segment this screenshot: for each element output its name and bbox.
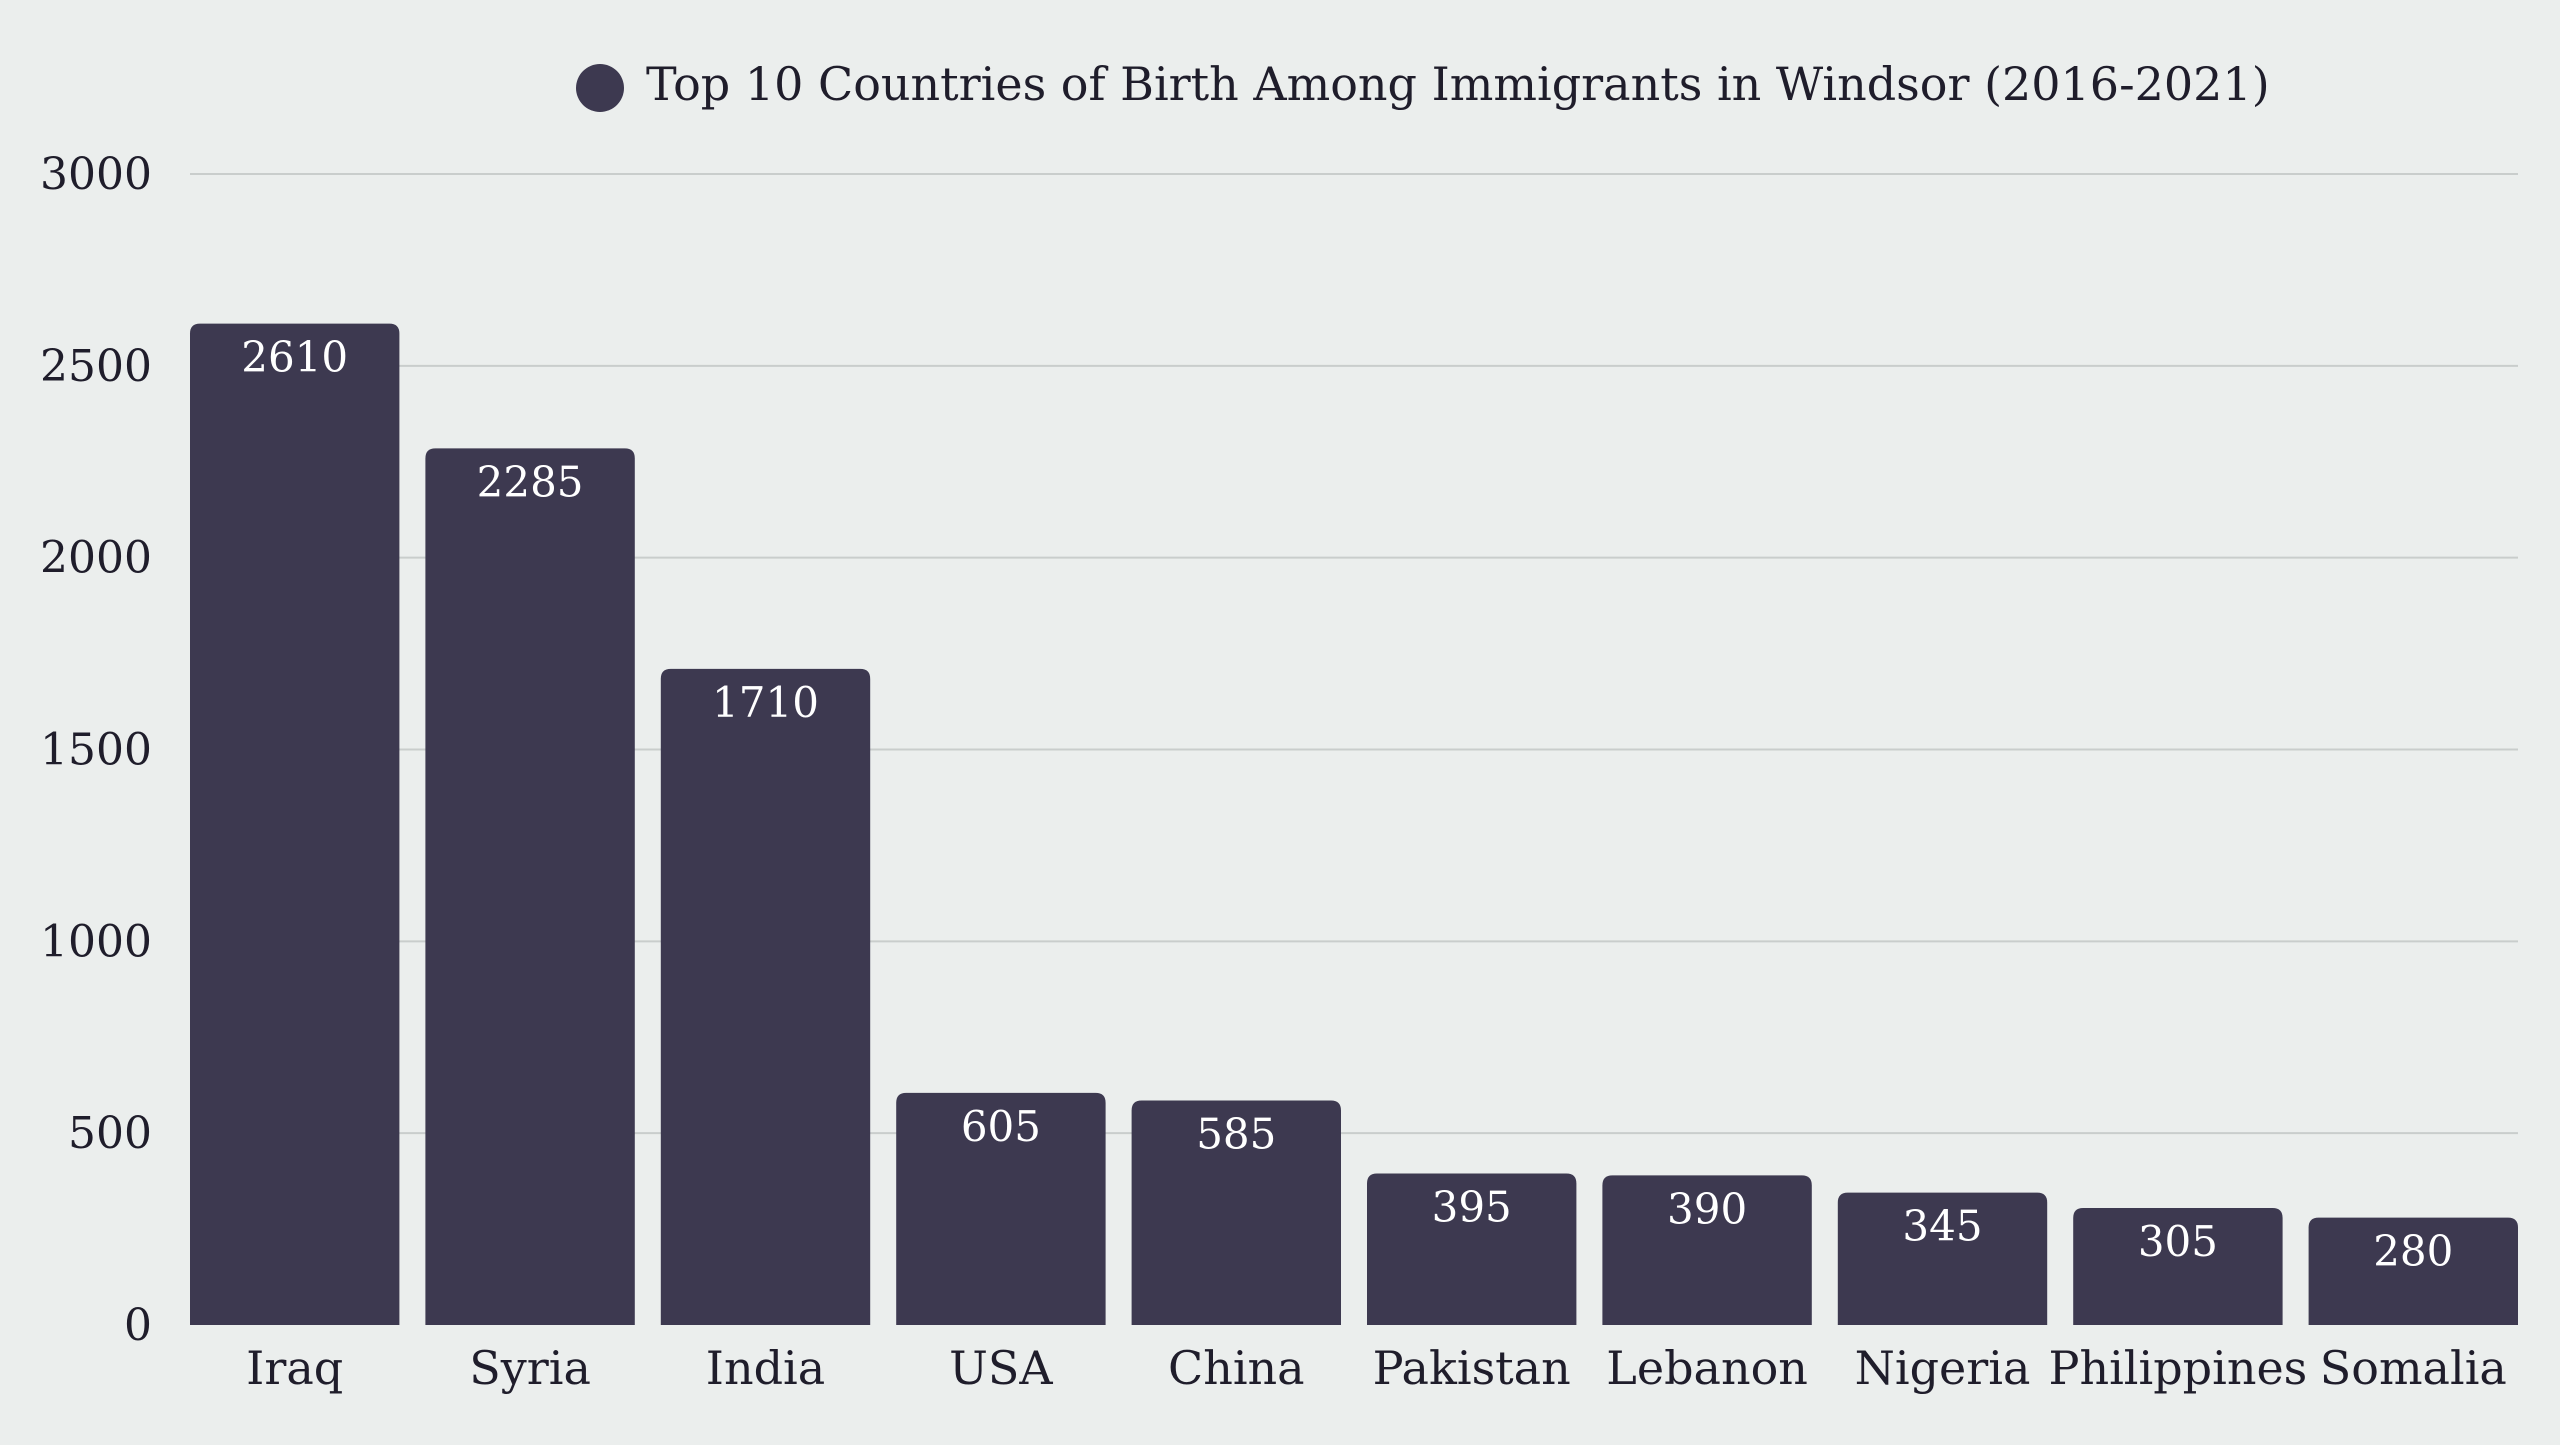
x-tick-label: Pakistan bbox=[1373, 1341, 1571, 1395]
data-label: 305 bbox=[2138, 1217, 2218, 1266]
data-label: 390 bbox=[1667, 1184, 1747, 1233]
legend[interactable]: Top 10 Countries of Birth Among Immigran… bbox=[576, 57, 2270, 112]
y-tick-label: 1000 bbox=[40, 916, 152, 967]
data-label: 395 bbox=[1432, 1182, 1512, 1231]
data-label: 2285 bbox=[477, 457, 584, 506]
y-tick-label: 2500 bbox=[40, 341, 152, 392]
bar-iraq[interactable] bbox=[190, 323, 400, 1325]
y-tick-label: 2000 bbox=[40, 533, 152, 584]
data-label: 585 bbox=[1196, 1110, 1276, 1159]
x-tick-label: Syria bbox=[469, 1341, 591, 1395]
x-axis: Iraq Syria India USA China Pakistan Lebanon Nig… bbox=[246, 1341, 2507, 1395]
bar-philippines[interactable] bbox=[2073, 1207, 2283, 1325]
y-tick-label: 3000 bbox=[40, 149, 152, 200]
legend-series-label: Top 10 Countries of Birth Among Immigran… bbox=[646, 57, 2270, 111]
data-label: 345 bbox=[1902, 1202, 1982, 1251]
y-tick-label: 500 bbox=[68, 1108, 152, 1159]
data-label: 280 bbox=[2373, 1227, 2453, 1276]
bars: 2610 2285 1710 605 585 395 390 345 305 280 bbox=[190, 323, 2518, 1325]
x-tick-label: Somalia bbox=[2320, 1341, 2507, 1395]
bar-pakistan[interactable] bbox=[1367, 1173, 1577, 1325]
bar-somalia[interactable] bbox=[2308, 1217, 2518, 1325]
y-axis: 0 500 1000 1500 2000 2500 3000 bbox=[40, 149, 152, 1351]
legend-marker bbox=[576, 64, 624, 112]
bar-usa[interactable] bbox=[896, 1092, 1106, 1325]
data-label: 605 bbox=[961, 1102, 1041, 1151]
bar-china[interactable] bbox=[1131, 1100, 1341, 1325]
bar-india[interactable] bbox=[660, 668, 871, 1325]
x-tick-label: India bbox=[706, 1341, 825, 1395]
bar-nigeria[interactable] bbox=[1837, 1192, 2048, 1325]
data-label: 2610 bbox=[241, 333, 348, 382]
x-tick-label: Lebanon bbox=[1606, 1341, 1808, 1395]
x-tick-label: Nigeria bbox=[1855, 1341, 2031, 1395]
y-tick-label: 0 bbox=[124, 1300, 152, 1351]
bar-syria[interactable] bbox=[425, 448, 635, 1325]
x-tick-label: Philippines bbox=[2049, 1341, 2308, 1395]
x-tick-label: Iraq bbox=[246, 1341, 343, 1395]
y-tick-label: 1500 bbox=[40, 725, 152, 776]
x-tick-label: USA bbox=[949, 1341, 1053, 1395]
bar-lebanon[interactable] bbox=[1602, 1175, 1812, 1325]
data-label: 1710 bbox=[712, 678, 819, 727]
x-tick-label: China bbox=[1168, 1341, 1305, 1395]
